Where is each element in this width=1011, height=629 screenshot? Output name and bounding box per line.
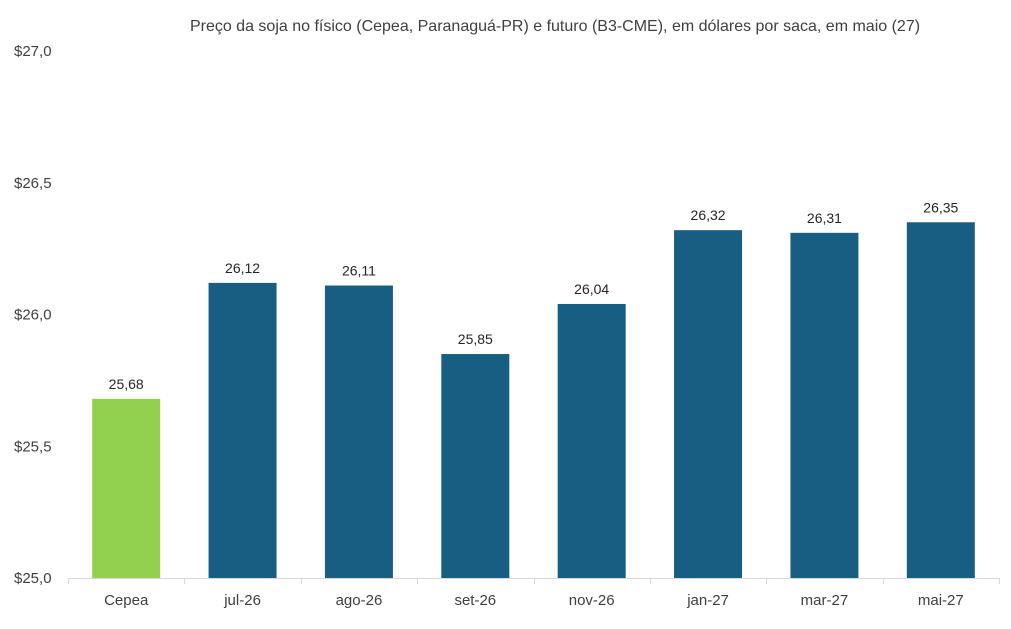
x-tick-label: set-26 <box>454 592 496 609</box>
x-tick-label: mai-27 <box>918 592 964 609</box>
data-label: 25,85 <box>458 331 493 347</box>
data-label: 26,35 <box>923 199 958 215</box>
x-tick-label: jan-27 <box>686 592 729 609</box>
bar-set-26 <box>441 354 510 578</box>
x-tick-label: ago-26 <box>336 592 383 609</box>
bar-jan-27 <box>674 230 743 578</box>
x-tick-label: nov-26 <box>569 592 615 609</box>
data-label: 25,68 <box>109 376 144 392</box>
x-tick-label: Cepea <box>104 592 149 609</box>
y-tick-label: $25,5 <box>14 438 52 455</box>
bar-mar-27 <box>790 232 859 578</box>
bar-nov-26 <box>557 303 626 578</box>
bar-jul-26 <box>208 282 277 578</box>
data-label: 26,31 <box>807 210 842 226</box>
y-tick-label: $25,0 <box>14 570 52 587</box>
bars-group: 25,68 26,12 26,11 25,85 26,04 26,32 26,31 26,35 <box>92 199 975 578</box>
y-tick-label: $26,0 <box>14 307 52 324</box>
x-tick-label: jul-26 <box>223 592 261 609</box>
data-label: 26,32 <box>691 207 726 223</box>
y-axis: $25,0 $25,5 $26,0 $26,5 $27,0 <box>14 43 52 587</box>
x-axis: Cepea jul-26 ago-26 set-26 nov-26 jan-27 mar-2… <box>68 578 1000 609</box>
y-tick-label: $27,0 <box>14 43 52 60</box>
chart-title: Preço da soja no físico (Cepea, Paranagu… <box>189 18 921 35</box>
bar-ago-26 <box>324 285 393 578</box>
data-label: 26,11 <box>342 263 376 279</box>
data-label: 26,04 <box>574 281 609 297</box>
data-label: 26,12 <box>225 260 260 276</box>
bar-cepea <box>92 398 161 578</box>
y-tick-label: $26,5 <box>14 175 52 192</box>
bar-mai-27 <box>906 222 975 578</box>
x-tick-label: mar-27 <box>801 592 849 609</box>
